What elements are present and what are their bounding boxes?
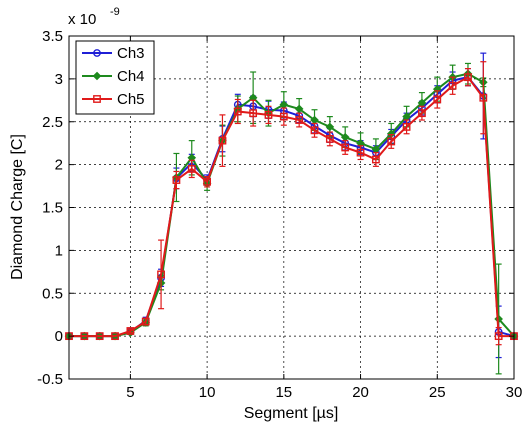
- x-tick-label: 25: [429, 384, 446, 401]
- legend-entry-label: Ch3: [117, 45, 145, 62]
- y-tick-label: 0: [55, 328, 63, 345]
- ticks: 5 10 15 20 25 30 -0.5 0 0.5 1 1.5 2 2.5 3 3.5: [37, 28, 522, 401]
- data-point: [203, 177, 212, 186]
- data-point: [479, 93, 488, 102]
- data-point: [418, 109, 426, 118]
- x-tick-label: 10: [199, 384, 216, 401]
- legend-marker: [93, 49, 101, 57]
- data-point: [80, 332, 89, 341]
- y-tick-label: 3.5: [42, 28, 63, 45]
- data-point: [464, 73, 472, 82]
- data-point: [294, 104, 304, 114]
- x-tick-label: 15: [275, 384, 292, 401]
- x-tick-label: 20: [352, 384, 369, 401]
- y-tick-label: 1: [55, 242, 63, 259]
- y-tick-label: 2.5: [42, 114, 63, 131]
- legend-marker: [92, 71, 102, 81]
- data-point: [187, 165, 196, 173]
- x-tick-label: 30: [506, 384, 523, 401]
- data-point: [157, 270, 165, 279]
- x-tick-label: 5: [126, 384, 134, 401]
- data-point: [141, 317, 150, 326]
- x-axis-label: Segment [µs]: [244, 405, 339, 422]
- data-point: [341, 143, 350, 152]
- data-point: [494, 332, 503, 341]
- series-ch5: [65, 61, 518, 346]
- data-point: [387, 137, 396, 146]
- data-point: [356, 148, 365, 157]
- data-point: [310, 126, 319, 135]
- data-point: [402, 122, 411, 131]
- data-point: [111, 332, 119, 341]
- grid: [69, 36, 514, 379]
- data-point: [433, 95, 442, 104]
- data-point: [233, 107, 242, 116]
- data-point: [448, 81, 457, 90]
- series-layer: [64, 52, 519, 375]
- data-point: [279, 112, 288, 121]
- data-point: [172, 176, 181, 184]
- legend-marker: [93, 95, 101, 103]
- y-exponent-power: -9: [110, 6, 120, 18]
- y-axis-label: Diamond Charge [C]: [9, 134, 26, 280]
- y-exponent-label: x 10: [68, 11, 96, 28]
- y-tick-label: 1.5: [42, 200, 63, 217]
- data-point: [295, 116, 304, 124]
- data-point: [325, 122, 335, 132]
- data-point: [218, 136, 227, 145]
- data-point: [95, 332, 104, 341]
- data-point: [249, 109, 258, 118]
- legend: Ch3 Ch4 Ch5: [75, 40, 155, 115]
- data-point: [325, 134, 334, 143]
- y-tick-label: -0.5: [37, 371, 63, 388]
- data-point: [371, 155, 380, 164]
- y-tick-label: 0.5: [42, 285, 63, 302]
- legend-entry-label: Ch4: [117, 68, 145, 85]
- data-point: [126, 327, 135, 335]
- y-tick-label: 2: [55, 157, 63, 174]
- data-point: [264, 110, 273, 119]
- legend-entry-label: Ch5: [117, 91, 145, 108]
- y-tick-label: 3: [55, 71, 63, 88]
